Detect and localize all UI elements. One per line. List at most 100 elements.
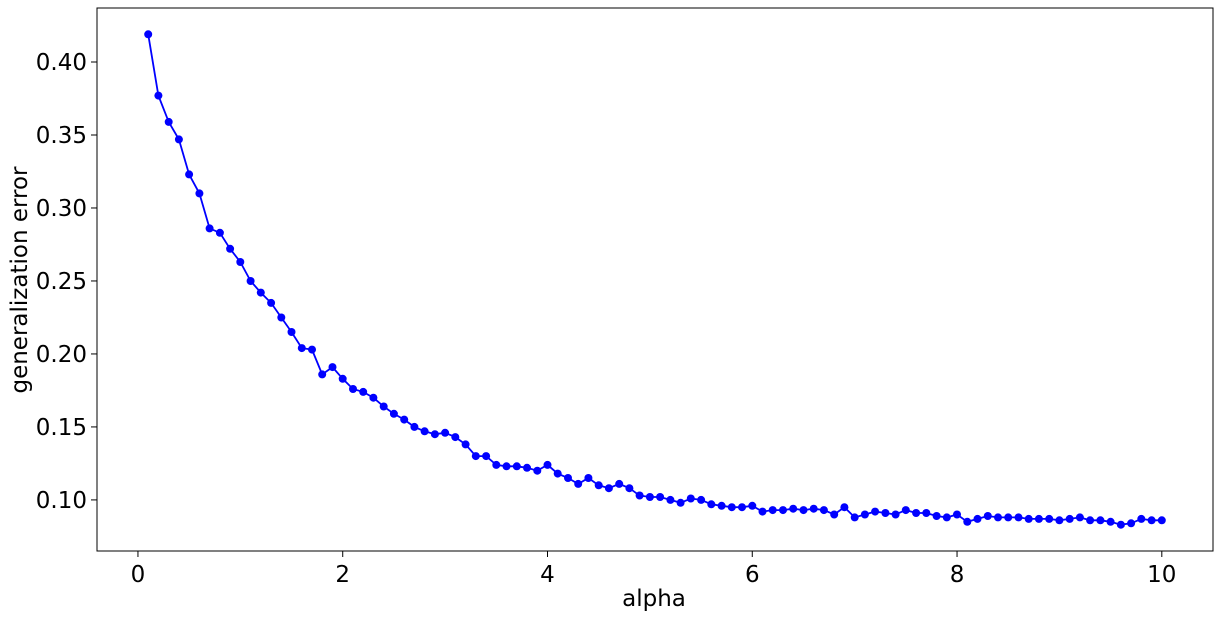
data-point (1086, 516, 1095, 525)
data-point (215, 228, 224, 237)
y-tick-label: 0.20 (36, 342, 87, 368)
x-tick-label: 4 (540, 562, 555, 588)
data-point (359, 387, 368, 396)
data-point (912, 509, 921, 517)
x-tick-label: 10 (1147, 562, 1176, 588)
y-tick-label: 0.15 (36, 415, 87, 441)
data-point (789, 504, 798, 513)
data-point (850, 513, 859, 522)
data-point (410, 422, 419, 431)
data-point (349, 385, 357, 393)
data-point (236, 258, 245, 266)
data-point (1024, 514, 1033, 523)
data-point (318, 370, 327, 379)
data-point (686, 494, 695, 503)
data-point (195, 189, 204, 198)
data-point (144, 30, 153, 39)
data-point (523, 463, 531, 472)
data-point (1075, 513, 1084, 522)
data-point (1157, 516, 1166, 525)
data-point (543, 460, 552, 469)
data-point (1065, 514, 1074, 523)
data-point (727, 503, 736, 512)
data-point (205, 224, 214, 233)
data-point (922, 509, 931, 517)
data-point (451, 433, 460, 442)
data-point (799, 506, 808, 515)
data-point (666, 495, 675, 504)
data-point (604, 484, 613, 493)
data-point (953, 510, 961, 519)
data-point (994, 513, 1002, 522)
data-point (471, 452, 480, 461)
data-point (860, 510, 869, 519)
x-tick-label: 6 (745, 562, 760, 588)
data-point (379, 402, 388, 411)
data-point (625, 484, 634, 493)
series-line (147, 34, 1162, 526)
data-point (461, 440, 470, 449)
data-point (277, 313, 286, 322)
x-tick-label: 8 (950, 562, 965, 588)
data-point (389, 409, 398, 418)
data-point (287, 328, 296, 336)
data-point (174, 135, 183, 144)
data-point (594, 481, 603, 490)
data-point (553, 469, 562, 478)
data-point (512, 462, 521, 471)
data-point (164, 117, 173, 126)
y-tick-label: 0.30 (36, 196, 87, 222)
data-point (441, 428, 450, 437)
data-point (819, 506, 828, 515)
data-point (584, 474, 593, 482)
data-point (973, 514, 982, 523)
data-point (881, 509, 890, 517)
plot-area (97, 8, 1213, 551)
data-point (1137, 514, 1146, 523)
data-point (983, 512, 992, 520)
y-tick-label: 0.35 (36, 123, 87, 149)
data-point (533, 466, 542, 475)
data-point (656, 493, 665, 501)
data-point (891, 510, 900, 519)
data-point (676, 498, 685, 507)
data-point (830, 510, 839, 519)
data-point (226, 244, 235, 253)
y-tick-label: 0.40 (36, 50, 87, 76)
x-axis-ticks: 0 2 4 6 8 10 (131, 551, 1176, 588)
data-point (615, 479, 624, 488)
data-point (502, 462, 511, 471)
y-tick-label: 0.10 (36, 488, 87, 514)
data-point (308, 345, 316, 354)
data-point (963, 517, 972, 526)
data-point (635, 491, 644, 500)
data-point (697, 495, 706, 504)
data-point (748, 501, 757, 510)
data-point (574, 479, 583, 488)
data-point (297, 344, 306, 353)
data-point (840, 503, 849, 512)
data-point (645, 493, 654, 501)
data-point (430, 430, 439, 439)
data-point (1034, 514, 1043, 523)
data-point (942, 513, 951, 522)
data-point (328, 363, 337, 372)
data-point (1004, 513, 1013, 522)
data-point (1055, 516, 1064, 525)
data-point (779, 506, 787, 515)
x-tick-label: 0 (131, 562, 146, 588)
data-point (154, 91, 163, 100)
x-axis-label: alpha (622, 586, 686, 612)
data-point (369, 393, 378, 402)
data-point (768, 506, 777, 515)
data-point (758, 507, 767, 516)
data-point (1127, 519, 1136, 528)
series-points (144, 30, 1166, 529)
y-axis-ticks: 0.10 0.15 0.20 0.25 0.30 0.35 0.40 (36, 50, 97, 514)
data-point (246, 277, 255, 285)
plot-frame (96, 7, 1214, 552)
data-point (256, 288, 265, 297)
data-point (1106, 517, 1115, 526)
data-point (1045, 514, 1054, 523)
